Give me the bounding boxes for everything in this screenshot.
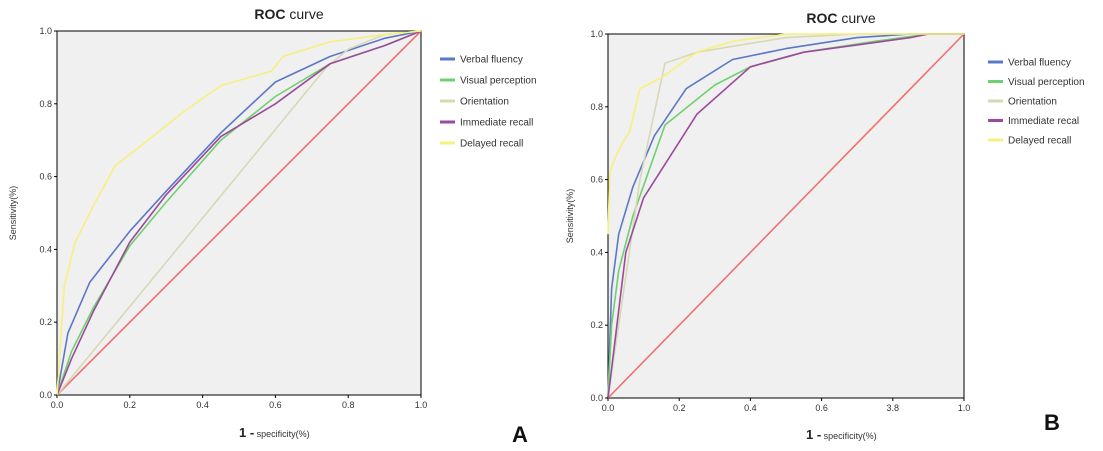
y-tick-label: 0.8 <box>590 102 603 112</box>
y-tick-label: 0.2 <box>590 320 603 330</box>
x-tick-label: 3.8 <box>887 403 900 413</box>
x-tick-label: 1.0 <box>415 400 428 410</box>
chart-title-bold: ROC <box>806 10 837 26</box>
y-tick-label: 0.0 <box>590 393 603 403</box>
series-line-delayed-recall <box>56 30 422 396</box>
legend-entry: Orientation <box>1008 97 1057 108</box>
roc-panel-b: 0.0 0.2 0.4 0.6 3.8 1.0 0.0 0.2 0.4 0.6 0.8 1.0 ROC … <box>565 10 1085 442</box>
series-line-verbal-fluency <box>607 33 964 399</box>
y-tick-label: 1.0 <box>39 26 52 36</box>
x-tick-label: 0.6 <box>269 400 282 410</box>
chart-title-rest: curve <box>838 10 876 26</box>
legend-entry: Orientation <box>460 97 509 108</box>
y-tick-label: 0.4 <box>39 244 52 254</box>
x-axis-label-prefix: 1 - <box>239 425 254 440</box>
y-tick-label: 0.0 <box>39 390 52 400</box>
x-tick-label: 0.2 <box>673 403 686 413</box>
series-line-visual-perception <box>607 33 964 399</box>
legend-entry: Immediate recal <box>1008 116 1079 127</box>
x-tick-label: 0.0 <box>51 400 64 410</box>
y-tick-label: 1.0 <box>590 29 603 39</box>
legend-entry: Verbal fluency <box>460 55 523 66</box>
chart-title: ROC curve <box>806 10 875 26</box>
series-line-delayed-recall <box>607 33 964 235</box>
y-tick-label: 0.2 <box>39 317 52 327</box>
reference-diagonal-line <box>56 30 422 396</box>
legend-entry: Immediate recall <box>460 118 533 129</box>
x-axis-label: 1 - specificity(%) <box>239 425 310 440</box>
panel-label: B <box>1044 410 1060 435</box>
x-tick-label: 1.0 <box>958 403 971 413</box>
panel-label: A <box>512 422 528 447</box>
y-tick-label: 0.6 <box>39 172 52 182</box>
chart-title-bold: ROC <box>254 6 285 22</box>
y-axis-label: Sensitivity(%) <box>565 189 575 244</box>
x-tick-label: 0.8 <box>342 400 355 410</box>
legend-entry: Delayed recall <box>460 139 523 150</box>
legend-entry: Visual perception <box>460 76 537 87</box>
series-line-immediate-recal <box>607 33 964 399</box>
reference-diagonal-line <box>607 33 965 399</box>
x-tick-label: 0.2 <box>124 400 137 410</box>
legend-entry: Visual perception <box>1008 77 1085 88</box>
y-tick-label: 0.4 <box>590 247 603 257</box>
x-axis-label-rest: specificity(%) <box>821 431 877 441</box>
y-axis-label: Sensitivity(%) <box>8 186 18 241</box>
roc-panel-a: 0.0 0.2 0.4 0.6 0.8 1.0 0.0 0.2 0.4 0.6 0.8 1.0 ROC … <box>8 6 537 447</box>
x-tick-label: 0.4 <box>744 403 757 413</box>
x-axis-label: 1 - specificity(%) <box>806 427 877 442</box>
y-tick-label: 0.8 <box>39 99 52 109</box>
chart-title-rest: curve <box>286 6 324 22</box>
series-line-immediate-recall <box>56 30 422 396</box>
legend-entry: Verbal fluency <box>1008 58 1071 69</box>
x-axis-label-rest: specificity(%) <box>254 429 310 439</box>
series-line-verbal-fluency <box>56 30 422 396</box>
x-tick-label: 0.6 <box>815 403 828 413</box>
legend-entry: Delayed recall <box>1008 136 1071 147</box>
chart-title: ROC curve <box>254 6 323 22</box>
x-axis-label-prefix: 1 - <box>806 427 821 442</box>
x-tick-label: 0.4 <box>196 400 209 410</box>
y-tick-label: 0.6 <box>590 175 603 185</box>
x-tick-label: 0.0 <box>602 403 615 413</box>
